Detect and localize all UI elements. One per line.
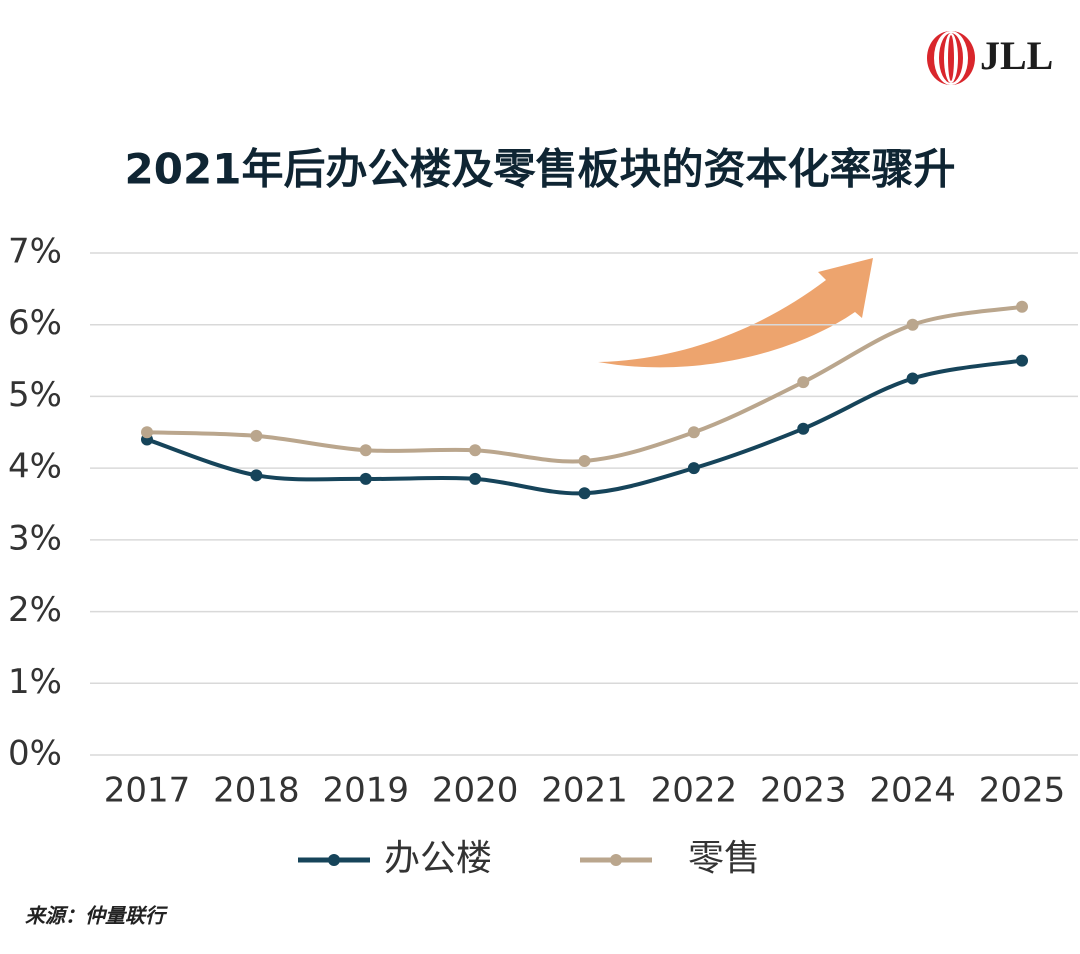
data-point xyxy=(797,422,810,435)
data-point xyxy=(797,376,810,389)
data-point xyxy=(1016,354,1028,367)
source-note: 来源：仲量联行 xyxy=(25,904,168,928)
legend-label: 零售 xyxy=(688,838,760,879)
legend-marker xyxy=(328,854,340,866)
legend-label: 办公楼 xyxy=(384,838,492,879)
data-point xyxy=(359,444,372,457)
x-tick-label: 2019 xyxy=(322,771,409,811)
y-tick-label: 2% xyxy=(8,590,62,630)
data-point xyxy=(1016,300,1028,313)
data-point xyxy=(141,426,153,439)
logo-text: JLL xyxy=(980,33,1053,78)
legend-marker xyxy=(610,854,622,866)
x-tick-label: 2025 xyxy=(979,771,1066,811)
x-tick-label: 2022 xyxy=(651,771,738,811)
data-point xyxy=(359,472,372,485)
x-tick-label: 2021 xyxy=(541,771,628,811)
data-point xyxy=(906,372,919,385)
data-point xyxy=(469,444,482,457)
y-tick-label: 7% xyxy=(8,232,62,272)
data-point xyxy=(469,472,482,485)
data-point xyxy=(687,462,700,475)
y-tick-label: 6% xyxy=(8,303,62,343)
x-tick-label: 2020 xyxy=(432,771,519,811)
chart-title: 2021年后办公楼及零售板块的资本化率骤升 xyxy=(125,145,956,194)
data-point xyxy=(578,454,591,467)
data-point xyxy=(250,469,263,482)
y-tick-label: 0% xyxy=(8,734,62,774)
x-tick-label: 2018 xyxy=(213,771,300,811)
x-tick-label: 2017 xyxy=(104,771,191,811)
y-tick-label: 5% xyxy=(8,375,62,415)
x-tick-label: 2023 xyxy=(760,771,847,811)
y-tick-label: 1% xyxy=(8,662,62,702)
x-tick-label: 2024 xyxy=(869,771,956,811)
data-point xyxy=(906,318,919,331)
logo-mark xyxy=(927,31,975,85)
y-tick-label: 3% xyxy=(8,518,62,558)
data-point xyxy=(250,429,263,442)
y-tick-label: 4% xyxy=(8,447,62,487)
data-point xyxy=(687,426,700,439)
data-point xyxy=(578,487,591,500)
trend-arrow xyxy=(598,258,873,368)
